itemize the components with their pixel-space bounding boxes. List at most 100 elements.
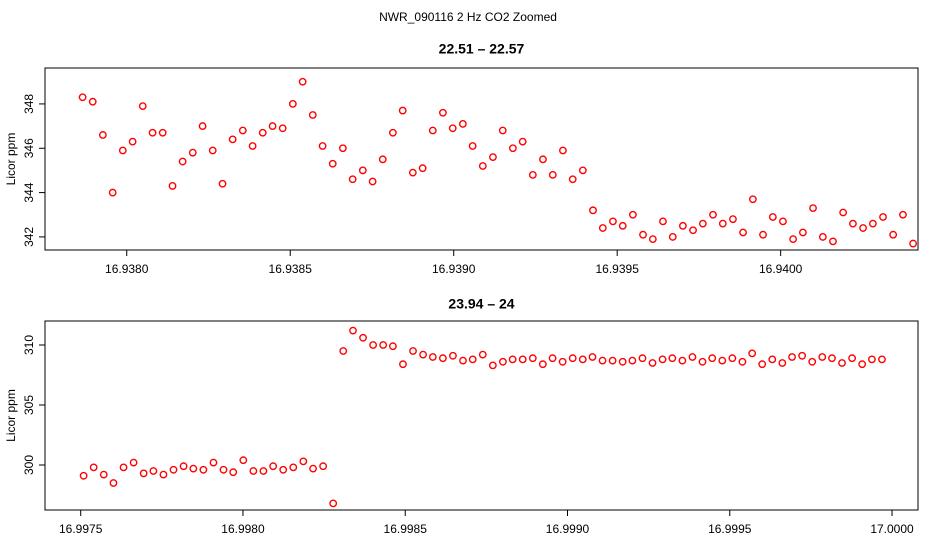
data-point — [368, 177, 377, 186]
data-point — [668, 354, 677, 363]
data-point — [149, 467, 158, 475]
data-point — [279, 465, 288, 474]
data-point — [269, 462, 278, 471]
x-tick-label: 16.9975 — [59, 522, 103, 536]
data-point — [598, 356, 607, 365]
data-point — [608, 356, 617, 365]
y-tick-label: 342 — [22, 227, 36, 247]
data-point — [648, 235, 657, 244]
data-point — [379, 341, 388, 349]
data-point — [768, 213, 777, 221]
data-point — [538, 360, 547, 369]
data-point — [808, 357, 817, 366]
data-point — [868, 219, 877, 228]
data-point — [789, 235, 797, 244]
data-point — [229, 468, 238, 477]
data-point — [548, 354, 557, 363]
data-point — [588, 353, 597, 361]
data-point — [818, 233, 827, 241]
y-axis-label: Licor ppm — [4, 133, 18, 186]
data-point — [799, 228, 807, 237]
data-point — [128, 137, 137, 146]
data-point — [729, 215, 737, 224]
data-point — [788, 353, 796, 361]
data-point — [449, 351, 457, 360]
data-point — [169, 465, 178, 474]
data-point — [308, 111, 317, 119]
data-point — [688, 353, 697, 361]
data-point — [198, 122, 207, 130]
data-point — [428, 353, 437, 361]
data-point — [408, 168, 417, 177]
data-point — [638, 354, 647, 363]
data-point — [528, 170, 537, 179]
data-point — [179, 462, 188, 471]
data-point — [278, 124, 287, 133]
data-point — [628, 356, 637, 365]
data-point — [219, 465, 228, 474]
data-point — [459, 356, 467, 365]
data-point — [858, 360, 867, 369]
data-point — [438, 354, 447, 363]
data-point — [668, 233, 677, 241]
data-point — [758, 360, 767, 369]
data-point — [309, 464, 317, 473]
data-point — [319, 462, 328, 471]
data-point — [419, 350, 427, 359]
y-tick-label: 300 — [22, 455, 36, 475]
data-point — [518, 355, 527, 364]
data-point — [678, 356, 687, 365]
data-point — [738, 357, 747, 366]
data-point — [748, 195, 757, 204]
data-point — [298, 77, 307, 86]
data-point — [209, 458, 218, 467]
data-point — [228, 135, 237, 144]
data-point — [178, 157, 187, 166]
data-point — [338, 144, 347, 153]
data-point — [548, 170, 557, 179]
data-point — [718, 219, 727, 228]
data-point — [589, 206, 597, 215]
y-axis-label: Licor ppm — [4, 389, 18, 442]
data-point — [409, 347, 417, 355]
data-point — [679, 221, 687, 230]
x-tick-label: 17.0000 — [870, 522, 914, 536]
y-tick-label: 348 — [22, 94, 36, 114]
panel-title: 22.51 – 22.57 — [439, 41, 525, 57]
data-point — [798, 351, 807, 360]
data-point — [199, 465, 208, 474]
data-point — [648, 359, 657, 367]
data-point — [148, 128, 157, 137]
data-point — [698, 219, 707, 228]
data-point — [859, 224, 867, 232]
data-point — [658, 355, 667, 364]
data-point — [78, 93, 87, 102]
x-tick-label: 16.9400 — [759, 262, 803, 276]
data-point — [348, 175, 357, 184]
data-point — [848, 354, 857, 363]
data-point — [639, 230, 647, 239]
data-point — [618, 221, 627, 230]
data-point — [448, 124, 457, 133]
data-point — [89, 463, 98, 472]
data-point — [578, 355, 587, 364]
data-point — [499, 357, 507, 366]
data-point — [768, 355, 777, 364]
data-point — [559, 146, 567, 155]
data-point — [349, 326, 357, 335]
data-point — [618, 357, 627, 366]
data-point — [689, 226, 697, 235]
data-point — [609, 217, 617, 226]
data-point — [378, 155, 387, 164]
data-point — [568, 354, 577, 363]
data-point — [369, 341, 378, 349]
data-point — [478, 162, 487, 170]
data-point — [358, 166, 367, 175]
data-point — [98, 131, 107, 139]
data-point — [748, 349, 757, 358]
data-point — [709, 210, 717, 219]
data-point — [288, 100, 297, 108]
data-point — [458, 119, 467, 128]
data-point — [508, 355, 517, 364]
data-point — [189, 464, 198, 473]
